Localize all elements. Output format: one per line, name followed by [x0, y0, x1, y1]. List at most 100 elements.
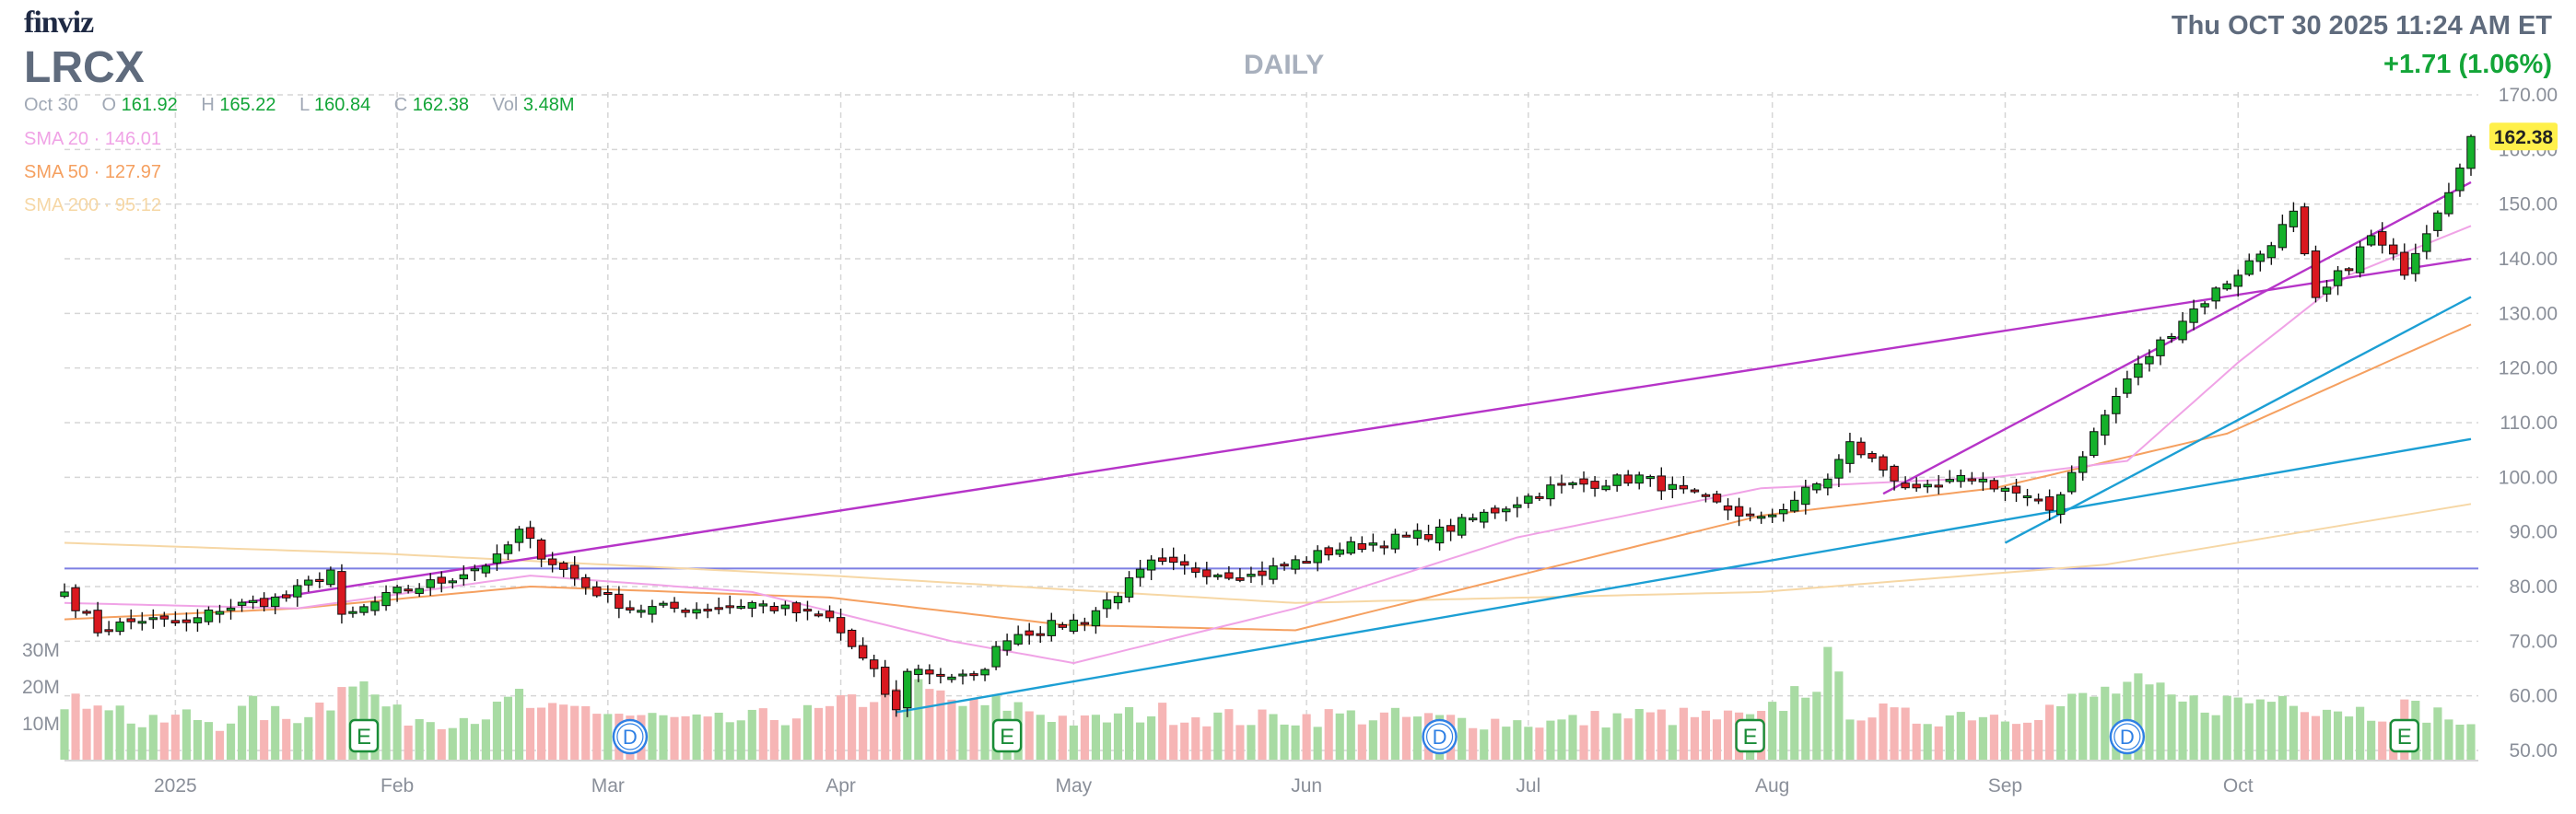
- volume-bar: [526, 708, 534, 760]
- volume-bar: [825, 706, 834, 760]
- volume-bar: [1691, 717, 1699, 760]
- candle: [1458, 514, 1465, 539]
- volume-bar: [1546, 721, 1554, 760]
- candle: [1014, 625, 1022, 645]
- candle: [1536, 493, 1543, 501]
- dividend-event-icon[interactable]: D: [614, 720, 647, 753]
- candle: [1081, 618, 1088, 631]
- volume-bar: [1680, 708, 1688, 760]
- candle: [1070, 614, 1077, 634]
- y-tick-label: 60.00: [2509, 686, 2558, 707]
- volume-bar: [2056, 706, 2065, 760]
- volume-bar: [1269, 715, 1277, 760]
- earnings-event-icon[interactable]: E: [1737, 720, 1764, 751]
- candle-body: [1780, 509, 1787, 513]
- candle-body: [338, 572, 345, 614]
- candle: [526, 521, 533, 549]
- candle: [715, 598, 722, 614]
- x-tick-label: Mar: [591, 775, 625, 797]
- volume-bar: [792, 718, 801, 760]
- candle-body: [803, 610, 811, 611]
- earnings-event-icon[interactable]: E: [993, 720, 1021, 751]
- candle-body: [1092, 610, 1099, 625]
- volume-bar: [2178, 702, 2186, 760]
- candle-body: [559, 564, 567, 570]
- candle-body: [72, 587, 79, 610]
- candle-body: [193, 618, 201, 623]
- candle-body: [1613, 475, 1621, 485]
- candle: [1935, 475, 1942, 494]
- candle-body: [737, 606, 744, 608]
- candle-body: [904, 671, 911, 707]
- volume-bar: [504, 697, 512, 760]
- candle-body: [2102, 415, 2109, 436]
- candle: [737, 599, 744, 610]
- candle-body: [1580, 479, 1587, 484]
- candle: [537, 538, 544, 567]
- finviz-logo[interactable]: finviz: [24, 6, 93, 41]
- candle-body: [1514, 505, 1521, 507]
- sma200-legend[interactable]: SMA 200 · 95.12: [24, 195, 161, 216]
- candle: [2113, 388, 2120, 424]
- candle-body: [305, 580, 312, 585]
- sma20-legend[interactable]: SMA 20 · 146.01: [24, 129, 161, 150]
- volume-bar: [1391, 708, 1399, 760]
- earnings-event-icon[interactable]: E: [2391, 720, 2418, 751]
- dividend-event-icon[interactable]: D: [1423, 720, 1457, 753]
- candle-body: [1957, 475, 1964, 481]
- volume-bar: [1902, 707, 1910, 760]
- candle-body: [1325, 548, 1332, 555]
- dividend-event-icon[interactable]: D: [2111, 720, 2144, 753]
- candle: [2045, 490, 2053, 520]
- candle: [781, 600, 789, 615]
- volume-bar: [1258, 710, 1266, 760]
- candle-body: [1136, 569, 1143, 577]
- earnings-event-icon[interactable]: E: [350, 720, 378, 751]
- sma50-legend[interactable]: SMA 50 · 127.97: [24, 162, 161, 183]
- timeframe-label[interactable]: DAILY: [1244, 50, 1324, 81]
- candle-body: [1281, 564, 1288, 566]
- y-tick-label: 70.00: [2509, 631, 2558, 652]
- volume-bar: [438, 729, 446, 760]
- candle: [2124, 371, 2131, 398]
- volume-bar: [2245, 704, 2254, 760]
- price-change: +1.71 (1.06%): [2383, 50, 2552, 80]
- volume-bar: [2101, 687, 2109, 760]
- candle: [2434, 211, 2441, 238]
- candle-body: [1147, 560, 1154, 570]
- volume-bar: [1724, 711, 1732, 760]
- x-tick-label: Apr: [825, 775, 856, 797]
- candle-body: [249, 600, 256, 602]
- candle-body: [2190, 309, 2197, 323]
- volume-bar: [1247, 725, 1255, 760]
- candle: [2334, 266, 2341, 295]
- volume-bar: [2212, 715, 2220, 760]
- y-tick-label: 110.00: [2500, 413, 2558, 434]
- candle: [1868, 451, 1876, 462]
- candle: [283, 590, 290, 601]
- volume-bar: [460, 718, 468, 760]
- candle-body: [160, 616, 168, 619]
- candle-body: [171, 621, 179, 623]
- candle-body: [2456, 168, 2464, 191]
- candle: [671, 597, 678, 612]
- candle-body: [926, 670, 933, 674]
- candle: [1525, 494, 1532, 508]
- candle: [1435, 519, 1443, 551]
- candle: [792, 601, 800, 622]
- candle: [1158, 548, 1165, 564]
- candle-body: [2412, 253, 2419, 273]
- candle-body: [1259, 571, 1266, 576]
- candle-body: [726, 606, 733, 608]
- volume-bar: [1812, 692, 1821, 760]
- volume-bar: [1669, 725, 1677, 760]
- volume-bar: [570, 706, 579, 760]
- candle: [604, 586, 612, 603]
- candle-body: [615, 594, 623, 608]
- y-tick-label: 50.00: [2509, 740, 2558, 762]
- volume-bar: [537, 707, 545, 760]
- candle-body: [393, 587, 401, 593]
- high-value: 165.22: [219, 95, 275, 115]
- candle: [1092, 607, 1099, 634]
